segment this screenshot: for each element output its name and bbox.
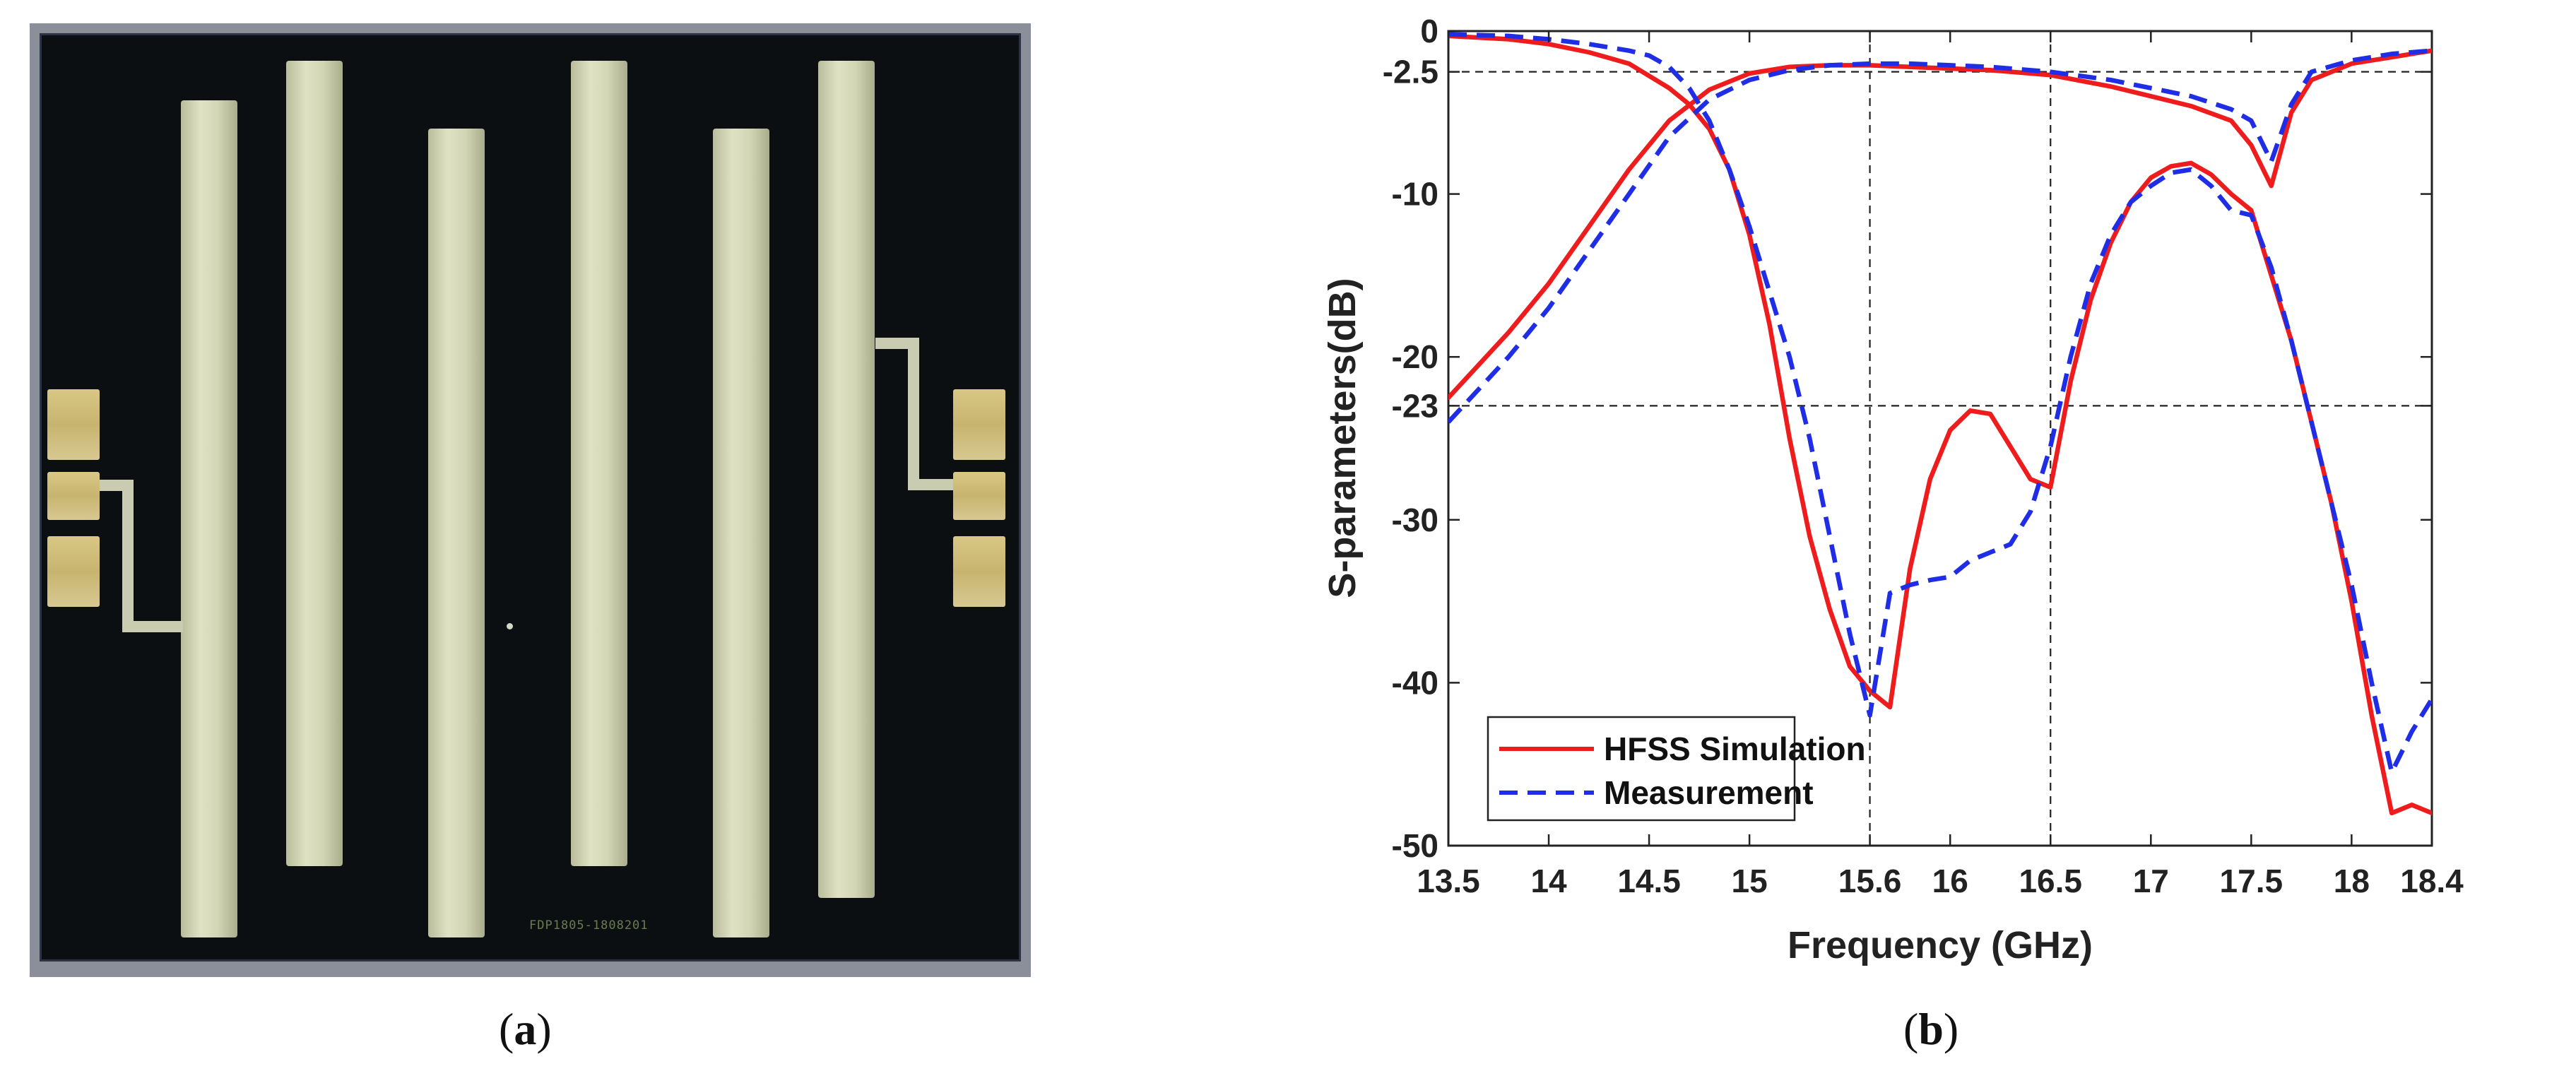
y-tick-label: -50: [1392, 827, 1438, 864]
legend-label-measurement: Measurement: [1604, 774, 1814, 811]
resonator-strip-3: [428, 129, 485, 937]
left-signal-pad: [47, 472, 100, 520]
y-tick-labels: 0 -2.5 -10 -20 -23 -30 -40 -50: [1383, 13, 1438, 864]
axis-ticks: [1447, 30, 2433, 847]
x-tick-label: 14.5: [1617, 863, 1681, 899]
x-tick-labels: 13.5 14 14.5 15 15.6 16 16.5 17 17.5 18 18.4: [1417, 863, 2464, 899]
y-tick-label: -30: [1392, 502, 1438, 538]
x-tick-label: 14: [1530, 863, 1567, 899]
x-tick-label: 18.4: [2400, 863, 2464, 899]
y-tick-label: -20: [1392, 338, 1438, 375]
y-axis-title: S-parameters(dB): [1321, 278, 1364, 598]
chip-die: FDP1805-1808201: [40, 33, 1021, 961]
y-tick-label: -10: [1392, 176, 1438, 213]
chart-legend: HFSS Simulation Measurement: [1487, 716, 1866, 822]
caption-panel-b: (b): [1903, 1004, 1959, 1054]
caption-panel-a: (a): [499, 1004, 552, 1054]
output-feed-line: [908, 479, 964, 490]
legend-label-hfss: HFSS Simulation: [1604, 730, 1866, 767]
s-parameter-chart: 13.5 14 14.5 15 15.6 16 16.5 17 17.5 18 18.4 0 -2.5…: [1321, 13, 2464, 966]
x-tick-label: 15: [1732, 863, 1768, 899]
series-line-measurement-s21: [1448, 48, 2432, 424]
chip-marking-text: FDP1805-1808201: [529, 918, 649, 933]
resonator-strip-2: [286, 61, 343, 866]
y-tick-label: 0: [1420, 13, 1438, 49]
x-tick-label: 16: [1932, 863, 1968, 899]
output-feed-line: [908, 338, 919, 490]
resonator-strip-5: [713, 129, 769, 937]
y-tick-label: -23: [1392, 387, 1438, 424]
resonator-strip-1: [181, 100, 237, 937]
x-tick-label: 15.6: [1838, 863, 1902, 899]
series-line-hfss-s21: [1448, 48, 2432, 401]
x-axis-title: Frequency (GHz): [1788, 924, 2093, 966]
series-line-hfss-s11: [1448, 33, 2432, 816]
right-ground-pad: [953, 389, 1005, 460]
chip-photograph: FDP1805-1808201: [30, 23, 1031, 977]
plot-area-frame: [1447, 30, 2433, 847]
resonator-strip-6: [818, 61, 875, 898]
y-tick-label: -2.5: [1383, 54, 1438, 90]
chip-dot-mark: [507, 623, 513, 629]
x-tick-label: 17: [2133, 863, 2169, 899]
x-tick-label: 13.5: [1417, 863, 1480, 899]
data-curves: [1448, 32, 2432, 816]
left-ground-pad: [47, 389, 100, 460]
x-tick-label: 16.5: [2019, 863, 2082, 899]
resonator-strip-4: [571, 61, 627, 866]
series-line-measurement-s11: [1448, 32, 2432, 775]
input-feed-line: [122, 621, 183, 632]
chip-photo-panel: FDP1805-1808201: [0, 0, 1060, 1071]
legend-box: [1487, 716, 1796, 822]
y-tick-label: -40: [1392, 664, 1438, 701]
output-feed-line: [875, 338, 918, 349]
caption-letter-b: b: [1918, 1004, 1944, 1054]
right-ground-pad: [953, 536, 1005, 607]
input-feed-line: [122, 480, 134, 632]
x-tick-label: 18: [2334, 863, 2370, 899]
x-tick-label: 17.5: [2220, 863, 2283, 899]
caption-letter-a: a: [514, 1004, 537, 1054]
left-ground-pad: [47, 536, 100, 607]
right-signal-pad: [953, 472, 1005, 520]
